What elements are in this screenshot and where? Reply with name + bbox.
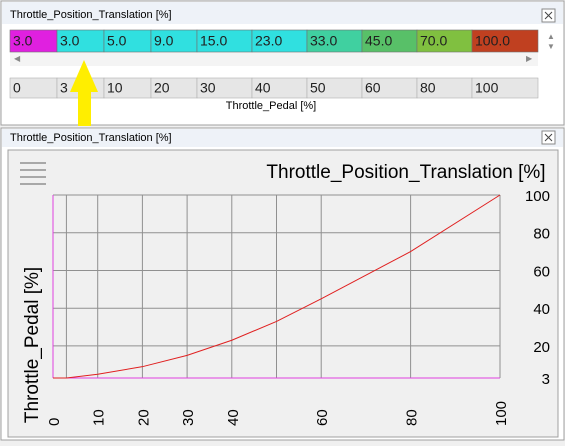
- chart-panel: [7, 149, 559, 438]
- cell-value: 5.0: [107, 33, 127, 49]
- axis-label: Throttle_Pedal [%]: [226, 100, 317, 112]
- axis-value: 100: [475, 80, 499, 96]
- axis-value: 3: [60, 80, 68, 96]
- chart-title: Throttle_Position_Translation [%]: [266, 162, 545, 183]
- y-tick-label: 3: [542, 371, 550, 388]
- cell-value: 70.0: [420, 33, 447, 49]
- axis-value: 60: [365, 80, 381, 96]
- x-tick-label: 30: [180, 409, 197, 426]
- x-tick-label: 100: [493, 401, 510, 426]
- scroll-left[interactable]: ◀: [14, 54, 21, 63]
- cell-value: 23.0: [255, 33, 282, 49]
- annotation-arrow: [70, 60, 98, 126]
- y-tick-label: 80: [533, 226, 550, 243]
- x-tick-label: 0: [46, 418, 63, 426]
- table-cell: [471, 29, 539, 53]
- y-tick-label: 20: [533, 339, 550, 356]
- axis-value: 50: [310, 80, 326, 96]
- scroll-down[interactable]: ▼: [547, 42, 555, 51]
- title-bar: [2, 129, 563, 147]
- y-axis-label: Throttle_Pedal [%]: [22, 267, 43, 423]
- axis-value: 10: [107, 80, 123, 96]
- x-tick-label: 80: [404, 409, 421, 426]
- axis-value: 0: [13, 80, 21, 96]
- axis-value: 40: [255, 80, 271, 96]
- y-tick-label: 60: [533, 263, 550, 280]
- data-line: [53, 194, 501, 379]
- scroll-up[interactable]: ▲: [547, 32, 555, 41]
- y-tick-label: 100: [525, 188, 550, 205]
- scroll-right[interactable]: ▶: [526, 54, 533, 63]
- cell-value: 3.0: [13, 33, 33, 49]
- y-tick-label: 40: [533, 301, 550, 318]
- cell-value: 9.0: [154, 33, 174, 49]
- axis-row: 0 3 10 20 30 40 50 60 80 100: [9, 77, 539, 99]
- close-icon: [544, 133, 553, 142]
- plot: 3 20 40 60 80 100 0 10 20 30 40 60 80 100: [46, 188, 550, 426]
- x-tick-label: 10: [91, 409, 108, 426]
- axis-value: 80: [420, 80, 436, 96]
- cell-value: 3.0: [60, 33, 80, 49]
- menu-icon[interactable]: [20, 162, 46, 185]
- axis-cell: [471, 77, 539, 99]
- cell-value: 45.0: [365, 33, 392, 49]
- title-bar: [2, 2, 563, 24]
- cell-value: 33.0: [310, 33, 337, 49]
- window-title: Throttle_Position_Translation [%]: [10, 9, 172, 21]
- close-icon: [544, 11, 553, 20]
- cell-value: 100.0: [475, 33, 510, 49]
- x-tick-label: 40: [225, 409, 242, 426]
- h-scrollbar[interactable]: [10, 52, 538, 66]
- cell-value: 15.0: [200, 33, 227, 49]
- axis-value: 20: [154, 80, 170, 96]
- x-tick-label: 60: [314, 409, 331, 426]
- window-title: Throttle_Position_Translation [%]: [10, 132, 172, 144]
- x-tick-label: 20: [135, 409, 152, 426]
- axis-value: 30: [200, 80, 216, 96]
- table-row: 3.0 3.0 5.0 9.0 15.0 23.0 33.0 45.0 70.0 100.0: [9, 29, 539, 53]
